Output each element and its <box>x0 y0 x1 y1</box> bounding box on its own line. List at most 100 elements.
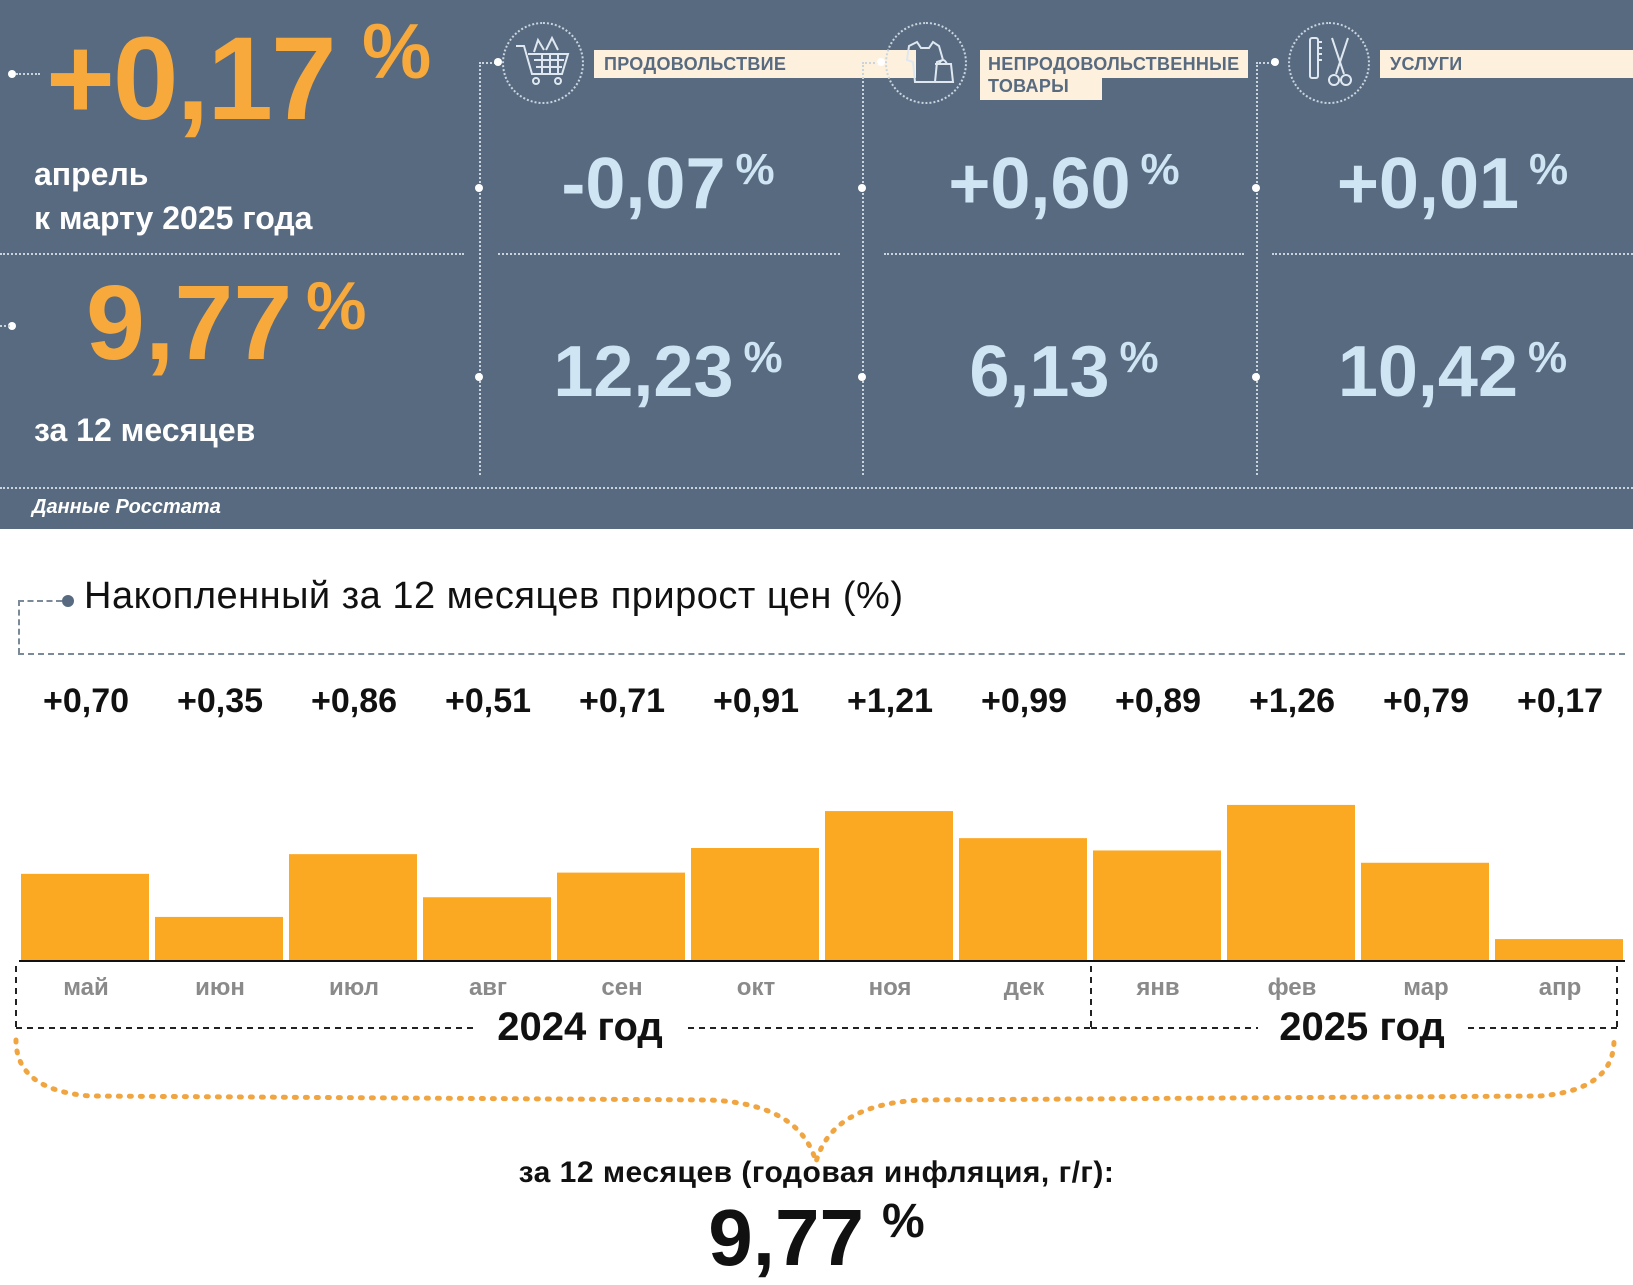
category-label-services: УСЛУГИ <box>1380 50 1633 78</box>
nonfood-monthly-pct: % <box>1140 145 1180 194</box>
annual-caption: за 12 месяцев <box>34 412 256 448</box>
food-annual-number: 12,23 <box>553 332 734 412</box>
nonfood-monthly-value: +0,60 % <box>884 144 1244 224</box>
bar-дек <box>959 838 1087 960</box>
col2-dot-row2 <box>858 373 866 381</box>
food-icon-circle <box>502 22 584 104</box>
category-label-nonfood: НЕПРОДОВОЛЬСТВЕННЫЕ <box>980 50 1248 78</box>
row-separator-col2 <box>884 253 1244 255</box>
services-annual-value: 10,42 % <box>1272 332 1633 412</box>
services-annual-pct: % <box>1528 333 1568 382</box>
col3-dot-top <box>1271 58 1279 66</box>
increment-label: +0,89 <box>1114 682 1202 720</box>
month-label: июн <box>195 974 245 1001</box>
month-label: окт <box>736 974 776 1001</box>
bar-сен <box>557 872 685 960</box>
services-monthly-pct: % <box>1529 145 1569 194</box>
col1-dot-row1 <box>475 184 483 192</box>
summary-value: 9,77 <box>708 1193 864 1282</box>
monthly-pct-sign: % <box>362 7 432 95</box>
food-annual-value: 12,23 % <box>498 332 838 412</box>
monthly-value-text: +0,17 <box>46 13 337 145</box>
col1-connector <box>479 62 499 64</box>
increment-label: +0,79 <box>1382 682 1470 720</box>
row-separator-col3 <box>1272 253 1633 255</box>
bar-фев <box>1227 804 1355 960</box>
bar-июн <box>155 916 283 960</box>
increment-label: +0,99 <box>980 682 1068 720</box>
annual-inflation-value: 9,77 <box>86 264 293 382</box>
year-label-2025: 2025 год <box>1279 1005 1445 1049</box>
food-monthly-number: -0,07 <box>561 144 726 224</box>
summary-brace <box>13 1037 1617 1170</box>
row2-connector <box>0 325 10 327</box>
food-monthly-pct: % <box>735 145 775 194</box>
row2-marker-dot <box>8 322 16 330</box>
services-monthly-number: +0,01 <box>1336 144 1520 224</box>
summary-panel: +0,17 % апрель к марту 2025 года 9,77 % … <box>0 0 1633 529</box>
month-label: дек <box>1003 974 1045 1001</box>
year-brackets <box>15 966 1618 1029</box>
monthly-caption-line1: апрель <box>34 156 149 192</box>
bar-chart <box>19 804 1625 962</box>
increment-label: +0,70 <box>42 682 130 720</box>
bar-май <box>21 873 149 960</box>
month-label: июл <box>329 974 379 1001</box>
month-label: апр <box>1538 974 1582 1001</box>
col3-dot-row1 <box>1252 184 1260 192</box>
row-separator-left <box>0 253 464 255</box>
col1-dot-top <box>494 58 502 66</box>
category-label-nonfood-cont: ТОВАРЫ <box>980 76 1102 100</box>
bar-янв <box>1093 850 1221 960</box>
bottom-separator <box>0 487 1633 489</box>
month-label: ноя <box>868 974 912 1001</box>
bar-окт <box>691 848 819 960</box>
increment-label: +1,26 <box>1248 682 1336 720</box>
food-monthly-value: -0,07 % <box>498 144 838 224</box>
bar-мар <box>1361 862 1489 960</box>
summary-value-group: 9,77 % <box>0 1196 1633 1280</box>
bar-ноя <box>825 811 953 960</box>
bar-июл <box>289 854 417 960</box>
year-label-2024: 2024 год <box>497 1005 663 1049</box>
summary-caption: за 12 месяцев (годовая инфляция, г/г): <box>518 1156 1115 1189</box>
increment-label: +0,35 <box>176 682 264 720</box>
col2-dot-row1 <box>858 184 866 192</box>
category-label-nonfood-line1: НЕПРОДОВОЛЬСТВЕННЫЕ <box>988 54 1240 74</box>
col3-connector <box>1256 62 1276 64</box>
month-label: май <box>63 974 109 1001</box>
row-separator-col1 <box>498 253 840 255</box>
chart-title-bracket <box>18 600 20 654</box>
increment-label: +0,17 <box>1516 682 1604 720</box>
nonfood-icon-circle <box>885 22 967 104</box>
food-annual-pct: % <box>743 333 783 382</box>
month-label: авг <box>468 974 508 1001</box>
bar-апр <box>1495 939 1623 960</box>
bar-авг <box>423 897 551 960</box>
monthly-caption-line2: к марту 2025 года <box>34 200 313 236</box>
services-annual-number: 10,42 <box>1337 332 1519 412</box>
category-label-nonfood-line2: ТОВАРЫ <box>988 76 1070 96</box>
increment-label: +0,91 <box>712 682 800 720</box>
col3-divider <box>1256 62 1258 475</box>
chart-title: Накопленный за 12 месяцев прирост цен (%… <box>84 575 904 617</box>
month-label: янв <box>1136 974 1180 1001</box>
comb-scissors-icon <box>1309 37 1352 86</box>
shopping-cart-icon <box>516 35 570 85</box>
row1-marker-dot <box>8 70 16 78</box>
col2-dot-top <box>877 58 885 66</box>
summary-pct: % <box>882 1195 925 1248</box>
annual-pct-sign: % <box>306 268 367 344</box>
nonfood-monthly-number: +0,60 <box>948 144 1131 224</box>
increment-label: +0,86 <box>310 682 398 720</box>
category-label-food: ПРОДОВОЛЬСТВИЕ <box>594 50 916 78</box>
increment-label: +0,51 <box>444 682 532 720</box>
col2-divider <box>862 62 864 475</box>
chart-title-dot <box>62 595 74 607</box>
month-label: мар <box>1403 974 1449 1001</box>
nonfood-annual-pct: % <box>1119 333 1159 382</box>
source-note: Данные Росстата <box>32 496 221 518</box>
increment-label: +1,21 <box>846 682 934 720</box>
services-monthly-value: +0,01 % <box>1272 144 1633 224</box>
col2-connector <box>862 62 882 64</box>
